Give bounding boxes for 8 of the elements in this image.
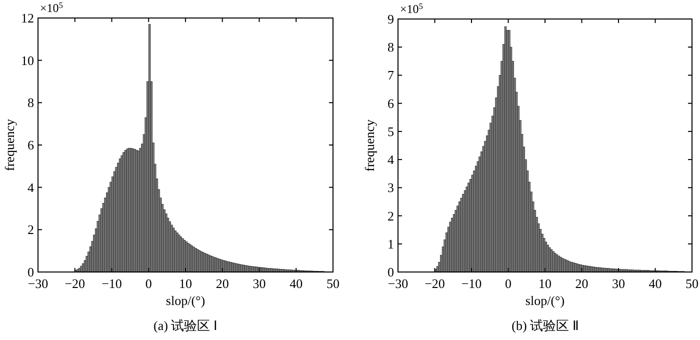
xlabel: slop/(°) (525, 293, 565, 308)
ylabel: frequency (2, 119, 17, 171)
title: (a) 试验区 Ⅰ (154, 318, 218, 333)
ylabel: frequency (362, 120, 377, 172)
annotation: ×10$^{5}$ (400, 2, 423, 16)
xlabel: slop/(°) (166, 293, 206, 308)
title: (b) 试验区 Ⅱ (512, 318, 578, 333)
annotation: ×10$^{5}$ (40, 0, 63, 15)
